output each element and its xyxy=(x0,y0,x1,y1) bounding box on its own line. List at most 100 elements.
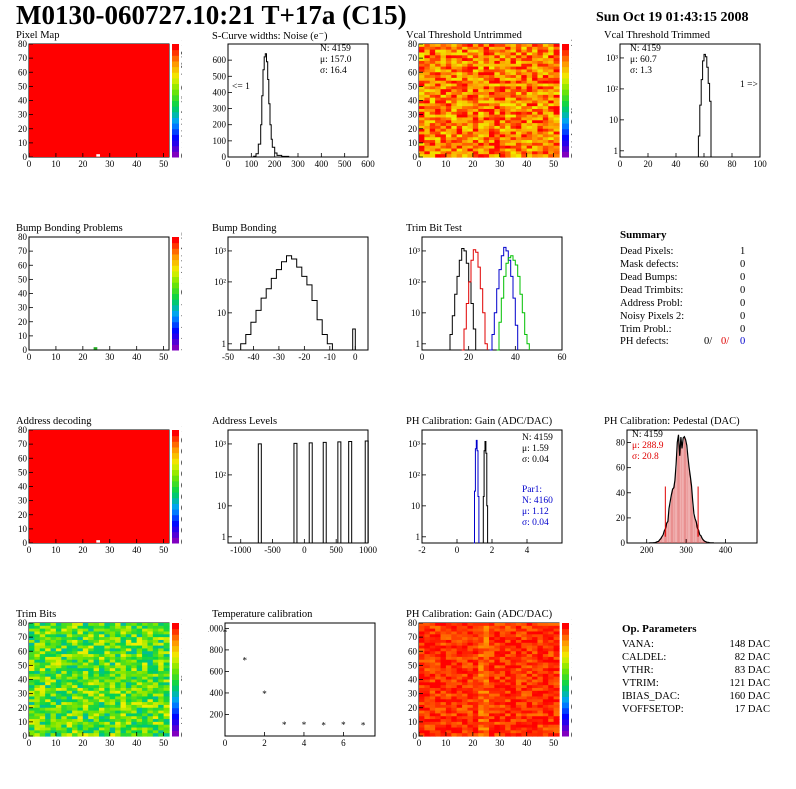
heatmap-cell xyxy=(419,69,425,73)
address-peak xyxy=(364,440,369,543)
heatmap-cell xyxy=(429,628,436,633)
colorbar-segment xyxy=(172,237,179,244)
heatmap-cell xyxy=(445,656,452,661)
heatmap-cell xyxy=(489,687,495,692)
heatmap-cell xyxy=(120,656,127,661)
y-tick-label: 0 xyxy=(413,152,418,162)
x-tick-label: 50 xyxy=(159,738,169,748)
heatmap-cell xyxy=(510,713,517,717)
heatmap-cell xyxy=(472,665,479,669)
heatmap-cell xyxy=(45,693,52,698)
colorbar-segment xyxy=(562,151,569,158)
heatmap-cell xyxy=(483,97,490,102)
heatmap-cell xyxy=(445,659,452,664)
heatmap-cell xyxy=(93,685,100,689)
heatmap-cell xyxy=(136,702,143,706)
heatmap-cell xyxy=(467,659,474,664)
heatmap-cell xyxy=(77,679,84,683)
heatmap-cell xyxy=(462,645,469,650)
heatmap-fill xyxy=(29,44,169,157)
colorbar-tick-label: 0.4 xyxy=(181,492,182,502)
heatmap-cell xyxy=(532,106,539,110)
heatmap-cell xyxy=(494,142,501,147)
heatmap-cell xyxy=(147,665,154,669)
heatmap-cell xyxy=(152,648,159,652)
heatmap-cell xyxy=(483,642,490,647)
colorbar-segment xyxy=(562,673,569,680)
heatmap-cell xyxy=(136,642,143,647)
heatmap-cell xyxy=(440,114,447,119)
heatmap-cell xyxy=(542,89,549,93)
heatmap-cell xyxy=(429,634,436,638)
heatmap-cell xyxy=(120,727,127,731)
heatmap-cell xyxy=(537,111,544,116)
heatmap-cell xyxy=(526,123,533,127)
heatmap-cell xyxy=(120,682,127,686)
summary-label: Dead Trimbits: xyxy=(620,285,684,296)
heatmap-cell xyxy=(104,687,111,692)
heatmap-cell xyxy=(158,724,165,729)
panel-title: Address decoding xyxy=(16,416,92,427)
heatmap-cell xyxy=(548,704,555,709)
heatmap-cell xyxy=(424,628,431,633)
heatmap-cell xyxy=(109,724,116,729)
x-tick-label: 6 xyxy=(341,738,346,748)
heatmap-cell xyxy=(99,656,105,661)
heatmap-cell xyxy=(440,699,447,703)
colorbar-segment xyxy=(562,685,569,692)
heatmap-cell xyxy=(478,685,485,689)
heatmap-cell xyxy=(532,671,539,675)
heatmap-cell xyxy=(526,702,533,706)
x-tick-label: -2 xyxy=(418,545,426,555)
heatmap-cell xyxy=(483,625,490,630)
heatmap-cell xyxy=(72,733,79,737)
heatmap-cell xyxy=(55,634,62,638)
heatmap-cell xyxy=(467,94,474,99)
heatmap-cell xyxy=(515,46,522,51)
heatmap-cell xyxy=(542,724,549,729)
panel-ph-gain-map: PH Calibration: Gain (ADC/DAC) 00.20.40.… xyxy=(402,609,572,789)
heatmap-cell xyxy=(462,125,469,130)
heatmap-cell xyxy=(537,89,544,93)
heatmap-cell xyxy=(472,730,479,734)
heatmap-cell xyxy=(419,72,425,76)
heatmap-cell xyxy=(419,679,425,683)
heatmap-cell xyxy=(494,685,501,689)
heatmap-cell xyxy=(88,727,95,731)
heatmap-cell xyxy=(435,58,442,62)
heatmap-cell xyxy=(45,721,52,726)
heatmap-cell xyxy=(499,702,506,706)
colorbar-segment xyxy=(562,702,569,709)
heatmap-cell xyxy=(505,687,512,692)
heatmap-cell xyxy=(77,642,84,647)
heatmap-cell xyxy=(115,656,122,661)
heatmap-cell xyxy=(542,716,549,720)
heatmap-cell xyxy=(45,690,52,695)
heatmap-cell xyxy=(467,704,474,709)
heatmap-cell xyxy=(152,676,159,681)
hist-series xyxy=(461,249,488,351)
panel-title: Trim Bits xyxy=(16,609,57,620)
heatmap-cell xyxy=(537,676,544,681)
heatmap-cell xyxy=(424,659,431,664)
heatmap-cell xyxy=(163,710,170,715)
y-tick-label: 30 xyxy=(408,689,418,699)
heatmap-cell xyxy=(435,685,442,689)
heatmap-cell xyxy=(467,687,474,692)
heatmap-cell xyxy=(483,676,490,681)
heatmap-cell xyxy=(462,66,469,71)
heatmap-cell xyxy=(548,671,555,675)
heatmap-cell xyxy=(39,716,46,720)
heatmap-cell xyxy=(50,685,57,689)
heatmap-cell xyxy=(499,631,506,635)
hist-series xyxy=(482,441,489,544)
heatmap-cell xyxy=(542,654,549,658)
heatmap-cell xyxy=(532,151,539,155)
heatmap-cell xyxy=(472,117,479,121)
heatmap-cell xyxy=(77,682,84,686)
heatmap-cell xyxy=(440,628,447,633)
heatmap-cell xyxy=(494,72,501,76)
heatmap-cell xyxy=(29,727,35,731)
heatmap-cell xyxy=(505,111,512,116)
heatmap-cell xyxy=(29,730,35,734)
